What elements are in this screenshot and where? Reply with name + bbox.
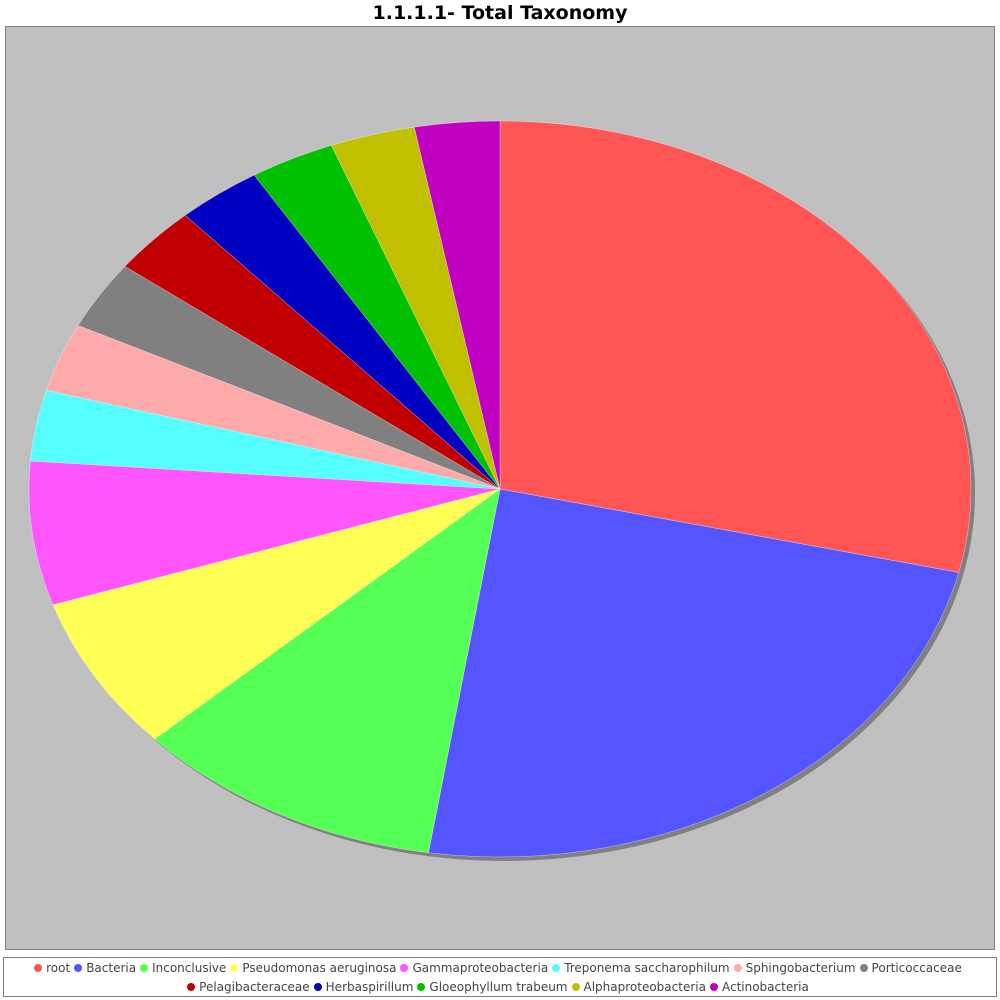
- legend-swatch: [552, 963, 561, 972]
- legend-item-11: Alphaproteobacteria: [571, 977, 706, 996]
- legend-label: Herbaspirillum: [325, 979, 414, 994]
- legend-label: Gammaproteobacteria: [412, 960, 549, 975]
- legend-item-1: Bacteria: [74, 958, 136, 977]
- pie-svg: [28, 120, 975, 861]
- legend-label: Alphaproteobacteria: [583, 979, 706, 994]
- legend-swatch: [571, 982, 580, 991]
- legend-swatch: [400, 963, 409, 972]
- legend-item-12: Actinobacteria: [709, 977, 809, 996]
- pie-slice-1: [428, 488, 960, 858]
- legend-swatch: [140, 963, 149, 972]
- legend-item-6: Sphingobacterium: [733, 958, 856, 977]
- legend-label: Bacteria: [86, 960, 137, 975]
- legend-swatch: [34, 963, 43, 972]
- legend-item-3: Pseudomonas aeruginosa: [230, 958, 396, 977]
- legend-label: Treponema saccharophilum: [564, 960, 730, 975]
- legend-label: Porticoccaceae: [871, 960, 962, 975]
- legend-swatch: [74, 963, 83, 972]
- pie-slice-3: [52, 488, 501, 740]
- legend-swatch: [733, 963, 742, 972]
- pie-slice-2: [154, 488, 501, 854]
- pie-slice-12: [413, 120, 501, 490]
- legend-label: Gloeophyllum trabeum: [429, 979, 568, 994]
- legend-item-9: Herbaspirillum: [313, 977, 414, 996]
- legend-swatch: [709, 982, 718, 991]
- legend-swatch: [230, 963, 239, 972]
- legend-label: root: [46, 960, 71, 975]
- legend-item-10: Gloeophyllum trabeum: [417, 977, 568, 996]
- legend-label: Pseudomonas aeruginosa: [242, 960, 397, 975]
- plot-area: [5, 26, 995, 950]
- legend-swatch: [313, 982, 322, 991]
- legend-label: Actinobacteria: [721, 979, 809, 994]
- pie-slice-4: [28, 460, 501, 606]
- legend-swatch: [859, 963, 868, 972]
- legend-item-4: Gammaproteobacteria: [400, 958, 548, 977]
- legend-item-5: Treponema saccharophilum: [552, 958, 730, 977]
- legend-label: Sphingobacterium: [745, 960, 856, 975]
- legend-label: Inconclusive: [152, 960, 227, 975]
- legend-item-7: Porticoccaceae: [859, 958, 962, 977]
- legend-item-8: Pelagibacteraceae: [187, 977, 310, 996]
- pie-slice-0: [499, 120, 972, 573]
- legend: root Bacteria Inconclusive Pseudomonas aeru…: [3, 957, 997, 997]
- legend-swatch: [417, 982, 426, 991]
- legend-label: Pelagibacteraceae: [199, 979, 310, 994]
- legend-item-0: root: [34, 958, 70, 977]
- chart-title: 1.1.1.1- Total Taxonomy: [372, 2, 628, 24]
- legend-item-2: Inconclusive: [140, 958, 226, 977]
- legend-swatch: [187, 982, 196, 991]
